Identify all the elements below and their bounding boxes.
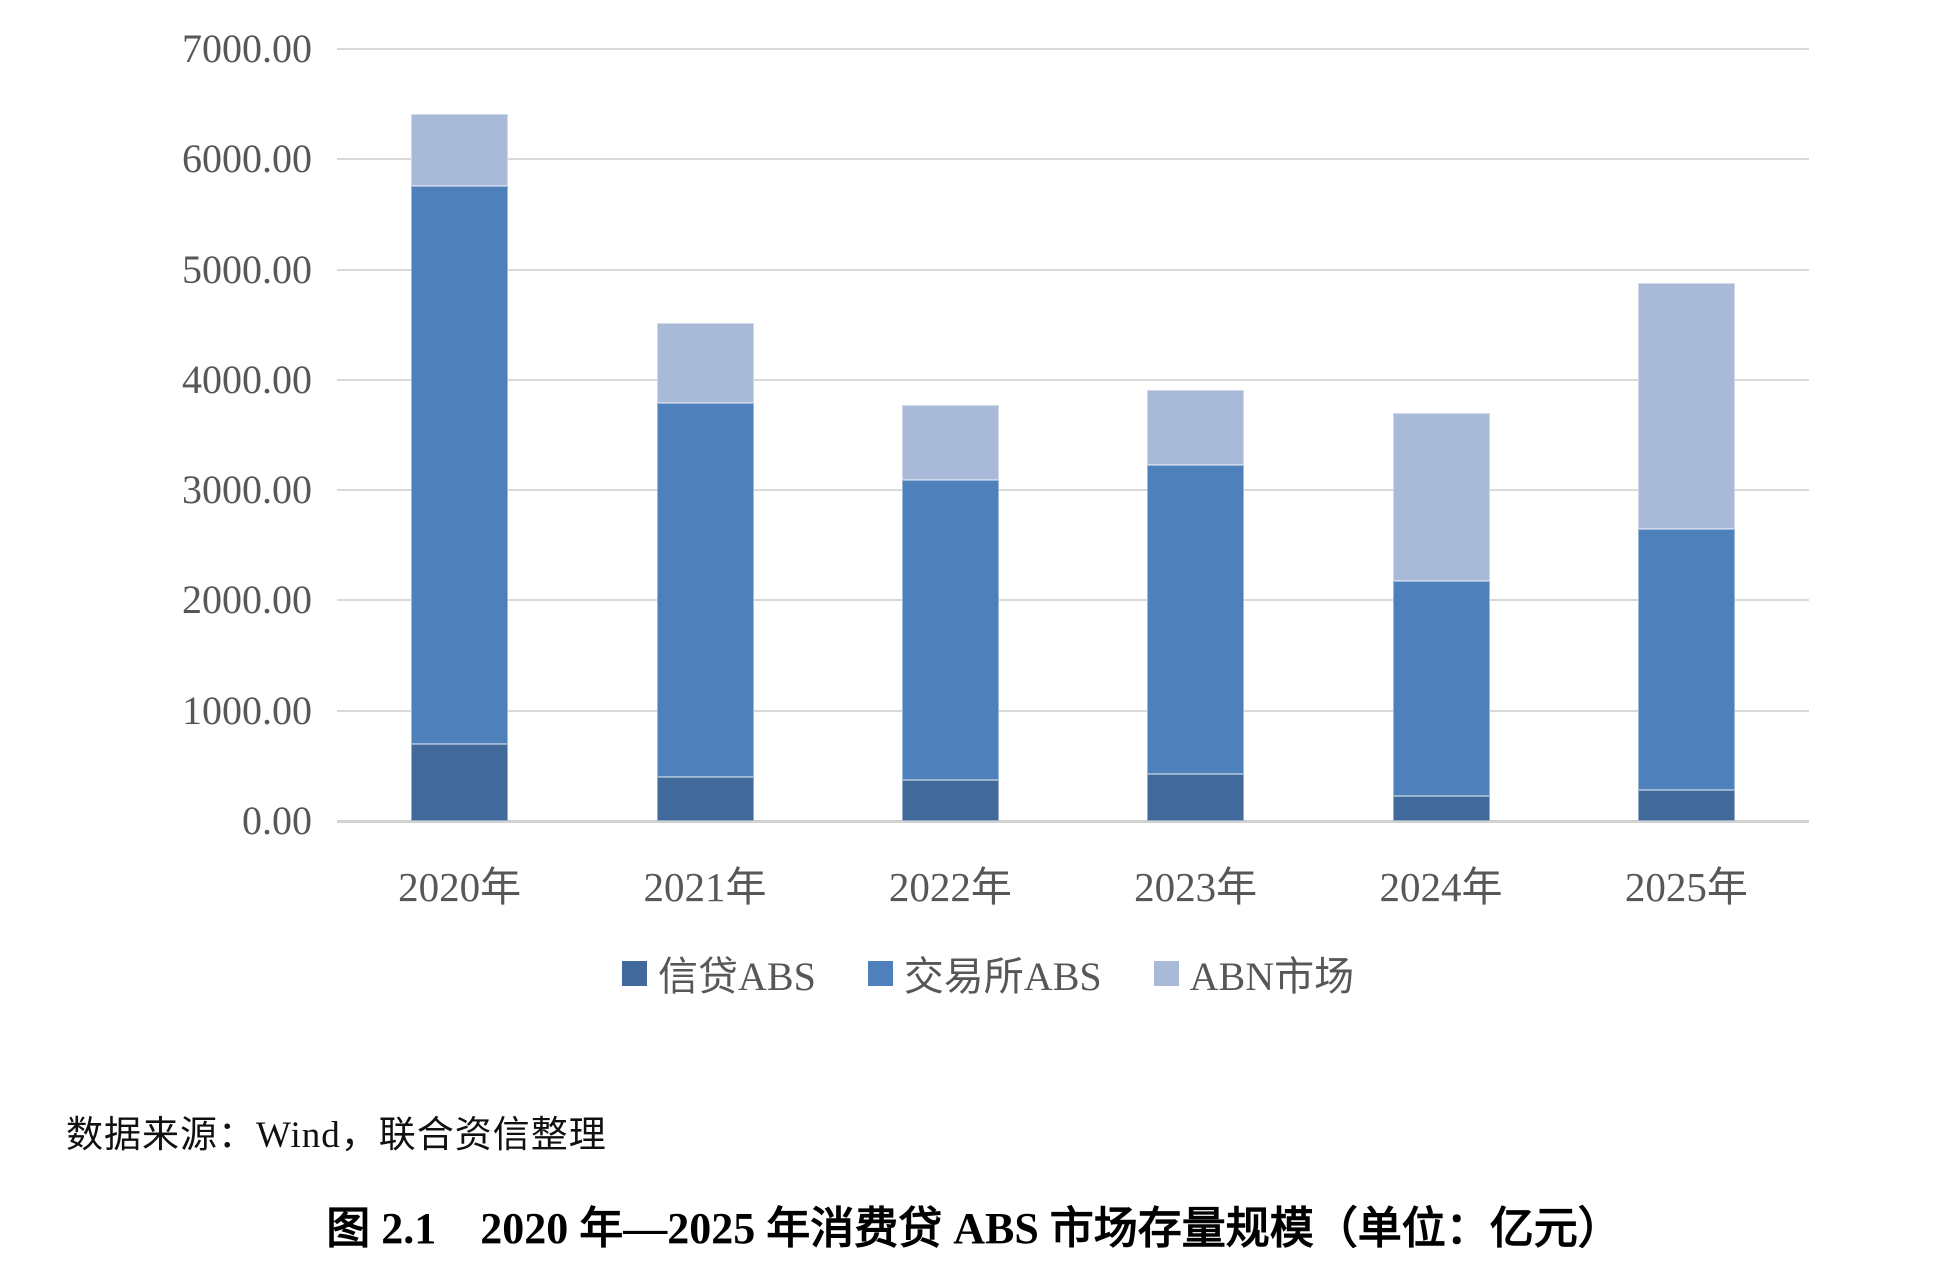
- y-tick-label: 2000.00: [182, 577, 312, 623]
- legend-label: 信贷ABS: [658, 954, 816, 999]
- bar-segment-ABN市场-2021年: [656, 322, 754, 403]
- chart-legend: 信贷ABS 交易所ABS ABN市场: [622, 944, 1354, 1002]
- legend-item-ABN市场: ABN市场: [1153, 944, 1355, 1002]
- legend-label: ABN市场: [1189, 954, 1355, 999]
- legend-label: 交易所ABS: [903, 954, 1102, 999]
- x-tick-label: 2020年: [398, 864, 522, 910]
- bar-segment-交易所ABS-2025年: [1637, 528, 1735, 791]
- x-tick-label: 2024年: [1379, 864, 1503, 910]
- x-tick-label: 2022年: [888, 864, 1012, 910]
- y-tick-label: 4000.00: [182, 356, 312, 402]
- chart-plot-area: [337, 48, 1809, 823]
- legend-swatch-icon: [1153, 960, 1179, 986]
- y-tick-label: 7000.00: [182, 26, 312, 71]
- y-tick-label: 1000.00: [182, 687, 312, 733]
- bar-segment-信贷ABS-2020年: [411, 743, 509, 821]
- bar-segment-ABN市场-2025年: [1637, 282, 1735, 529]
- gridline: [337, 48, 1809, 50]
- bar-segment-交易所ABS-2024年: [1392, 580, 1490, 796]
- y-tick-label: 0.00: [242, 798, 312, 843]
- bar-segment-信贷ABS-2021年: [656, 776, 754, 821]
- bar-segment-信贷ABS-2022年: [901, 780, 999, 821]
- legend-item-交易所ABS: 交易所ABS: [867, 944, 1102, 1002]
- figure-caption: 图 2.1 2020 年—2025 年消费贷 ABS 市场存量规模（单位：亿元）: [326, 1204, 1622, 1253]
- bar-segment-信贷ABS-2024年: [1392, 795, 1490, 821]
- legend-swatch-icon: [622, 960, 647, 986]
- bar-segment-信贷ABS-2023年: [1147, 773, 1245, 821]
- legend-swatch-icon: [867, 960, 893, 986]
- gridline: [337, 158, 1809, 161]
- bar-segment-交易所ABS-2023年: [1147, 464, 1245, 774]
- bar-segment-ABN市场-2023年: [1147, 389, 1245, 465]
- x-tick-label: 2023年: [1134, 864, 1258, 910]
- bar-segment-ABN市场-2022年: [901, 405, 999, 481]
- gridline: [337, 709, 1809, 712]
- gridline: [337, 599, 1809, 602]
- bar-segment-交易所ABS-2021年: [656, 403, 754, 777]
- gridline: [337, 268, 1809, 271]
- legend-item-信贷ABS: 信贷ABS: [622, 944, 816, 1002]
- y-tick-label: 5000.00: [182, 246, 312, 292]
- bar-segment-ABN市场-2024年: [1392, 412, 1490, 581]
- x-tick-label: 2025年: [1624, 864, 1748, 910]
- x-tick-label: 2021年: [643, 864, 767, 910]
- y-tick-label: 3000.00: [182, 467, 312, 513]
- bar-segment-交易所ABS-2022年: [901, 480, 999, 781]
- x-axis-line: [337, 820, 1809, 823]
- y-tick-label: 6000.00: [182, 136, 312, 182]
- gridline: [337, 378, 1809, 381]
- bar-segment-信贷ABS-2025年: [1637, 790, 1735, 821]
- bar-segment-ABN市场-2020年: [411, 114, 509, 186]
- gridline: [337, 489, 1809, 492]
- data-source-note: 数据来源：Wind，联合资信整理: [66, 1115, 607, 1156]
- bar-segment-交易所ABS-2020年: [411, 185, 509, 744]
